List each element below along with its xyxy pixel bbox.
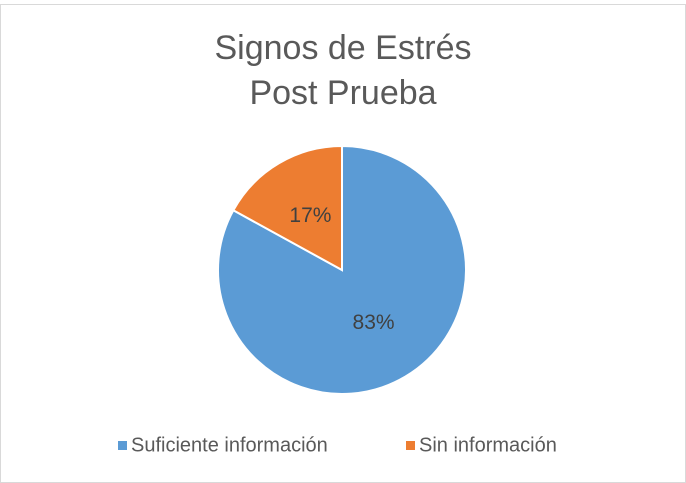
chart-title: Post Prueba: [249, 74, 436, 112]
legend-label: Suficiente información: [131, 434, 328, 456]
data-label: 83%: [353, 311, 395, 334]
data-label: 17%: [289, 204, 331, 227]
pie-slice: [231, 144, 343, 272]
legend-swatch: [118, 441, 127, 450]
legend-swatch: [406, 441, 415, 450]
legend-label: Sin información: [419, 434, 557, 456]
chart-title: Signos de Estrés: [214, 29, 471, 67]
